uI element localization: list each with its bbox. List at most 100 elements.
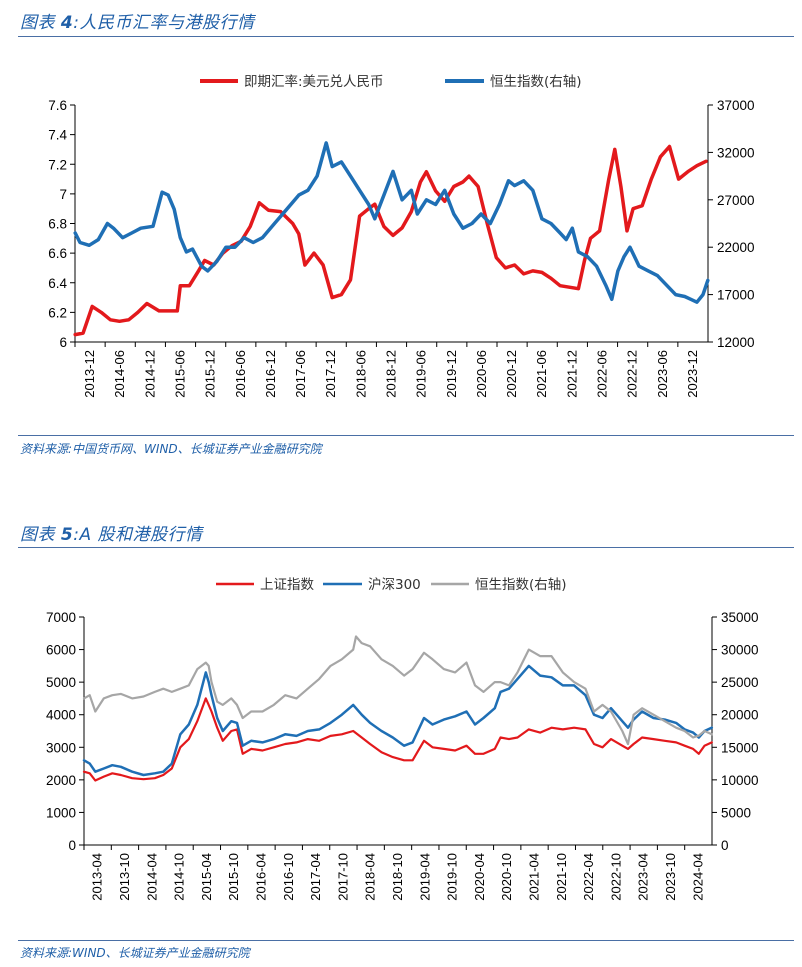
figure-4-title-prefix: 图表	[20, 13, 61, 33]
right-tick-label: 32000	[717, 145, 755, 160]
left-tick-label: 6.4	[48, 276, 67, 291]
left-tick-label: 5000	[46, 675, 76, 690]
x-tick-label: 2015-10	[226, 853, 241, 901]
x-tick-label: 2019-10	[445, 853, 460, 901]
right-tick-label: 17000	[717, 288, 755, 303]
x-tick-label: 2023-04	[636, 853, 651, 901]
x-tick-label: 2018-06	[353, 350, 368, 398]
x-tick-label: 2022-10	[608, 853, 623, 901]
x-tick-label: 2023-06	[655, 350, 670, 398]
left-tick-label: 7	[59, 187, 67, 202]
x-tick-label: 2013-04	[90, 853, 105, 901]
left-tick-label: 1000	[46, 805, 76, 820]
x-tick-label: 2024-04	[690, 853, 705, 901]
right-tick-label: 22000	[717, 240, 755, 255]
series-line-1	[73, 141, 710, 304]
figure-4-title-rule	[18, 36, 794, 37]
chart-1-legend: 即期汇率:美元兑人民币 恒生指数(右轴)	[200, 73, 582, 90]
x-tick-label: 2018-10	[390, 853, 405, 901]
figure-5-title-prefix: 图表	[20, 525, 61, 545]
left-tick-label: 7.6	[48, 98, 67, 113]
x-tick-label: 2020-04	[472, 853, 487, 901]
right-tick-label: 37000	[717, 98, 755, 113]
chart-a-share-hk: 上证指数 沪深300 恒生指数(右轴) 0 1000 2000 3000 4000 500…	[46, 577, 759, 901]
left-tick-label: 6	[59, 335, 67, 350]
series-line-0	[73, 144, 708, 337]
x-tick-label: 2014-04	[144, 853, 159, 901]
left-tick-label: 6.8	[48, 217, 67, 232]
left-tick-label: 6000	[46, 643, 76, 658]
x-tick-label: 2013-10	[117, 853, 132, 901]
x-tick-label: 2015-06	[173, 350, 188, 398]
series-line-2	[82, 635, 713, 746]
figure-4-source-rule	[18, 435, 794, 436]
x-tick-label: 2019-06	[414, 350, 429, 398]
chart-2-legend: 上证指数 沪深300 恒生指数(右轴)	[216, 577, 567, 593]
right-tick-label: 27000	[717, 193, 755, 208]
right-tick-label: 30000	[721, 643, 759, 658]
x-tick-label: 2021-06	[534, 350, 549, 398]
series-line-0	[82, 697, 713, 782]
left-tick-label: 4000	[46, 708, 76, 723]
left-tick-label: 3000	[46, 740, 76, 755]
left-tick-label: 2000	[46, 773, 76, 788]
x-tick-label: 2021-10	[554, 853, 569, 901]
x-tick-label: 2020-10	[499, 853, 514, 901]
left-tick-label: 6.2	[48, 305, 67, 320]
x-tick-label: 2019-12	[444, 350, 459, 398]
right-tick-label: 12000	[717, 335, 755, 350]
x-tick-label: 2018-12	[384, 350, 399, 398]
legend-label-csi300: 沪深300	[368, 577, 421, 593]
x-tick-label: 2022-06	[595, 350, 610, 398]
x-tick-label: 2014-12	[142, 350, 157, 398]
x-tick-label: 2014-06	[112, 350, 127, 398]
x-tick-label: 2016-06	[233, 350, 248, 398]
right-tick-label: 35000	[721, 610, 759, 625]
x-tick-label: 2022-04	[581, 853, 596, 901]
figure-5-title: 图表 5:A 股和港股行情	[20, 520, 203, 545]
left-tick-label: 7.4	[48, 128, 67, 143]
right-tick-label: 0	[721, 838, 729, 853]
x-tick-label: 2015-12	[203, 350, 218, 398]
chart-fx-hsi: 即期汇率:美元兑人民币 恒生指数(右轴) 6 6.2 6.4 6.6 6.8 7 7.2 7.…	[48, 73, 755, 398]
x-tick-label: 2014-10	[172, 853, 187, 901]
x-tick-label: 2022-12	[625, 350, 640, 398]
legend-label-hsi: 恒生指数(右轴)	[490, 74, 582, 90]
x-tick-label: 2023-12	[685, 350, 700, 398]
figure-4-title: 图表 4:人民币汇率与港股行情	[20, 8, 254, 33]
x-tick-label: 2020-12	[504, 350, 519, 398]
x-tick-label: 2017-04	[308, 853, 323, 901]
legend-label-sse: 上证指数	[260, 577, 314, 593]
x-tick-label: 2017-12	[323, 350, 338, 398]
left-tick-label: 6.6	[48, 246, 67, 261]
figure-5-source-rule	[18, 940, 794, 941]
x-tick-label: 2019-04	[417, 853, 432, 901]
figure-4-title-text: :人民币汇率与港股行情	[73, 13, 255, 33]
legend-label-fx: 即期汇率:美元兑人民币	[244, 73, 384, 90]
x-tick-label: 2021-12	[564, 350, 579, 398]
right-tick-label: 5000	[721, 805, 751, 820]
figure-4-source: 资料来源:中国货币网、WIND、长城证券产业金融研究院	[20, 442, 322, 456]
left-tick-label: 7.2	[48, 157, 67, 172]
x-tick-label: 2015-04	[199, 853, 214, 901]
x-tick-label: 2013-12	[82, 350, 97, 398]
right-tick-label: 15000	[721, 740, 759, 755]
x-tick-label: 2016-12	[263, 350, 278, 398]
right-tick-label: 25000	[721, 675, 759, 690]
x-tick-label: 2020-06	[474, 350, 489, 398]
left-tick-label: 0	[68, 838, 76, 853]
x-tick-label: 2021-04	[527, 853, 542, 901]
right-tick-label: 10000	[721, 773, 759, 788]
left-tick-label: 7000	[46, 610, 76, 625]
x-tick-label: 2017-10	[335, 853, 350, 901]
figure-5-title-text: :A 股和港股行情	[73, 525, 203, 545]
legend-label-hsi-gray: 恒生指数(右轴)	[475, 577, 567, 593]
x-tick-label: 2016-04	[253, 853, 268, 901]
x-tick-label: 2023-10	[663, 853, 678, 901]
figure-5-title-number: 5	[60, 525, 74, 545]
right-tick-label: 20000	[721, 708, 759, 723]
x-tick-label: 2017-06	[293, 350, 308, 398]
figure-5-title-rule	[18, 547, 794, 548]
figure-4-title-number: 4	[60, 13, 74, 33]
x-tick-label: 2016-10	[281, 853, 296, 901]
